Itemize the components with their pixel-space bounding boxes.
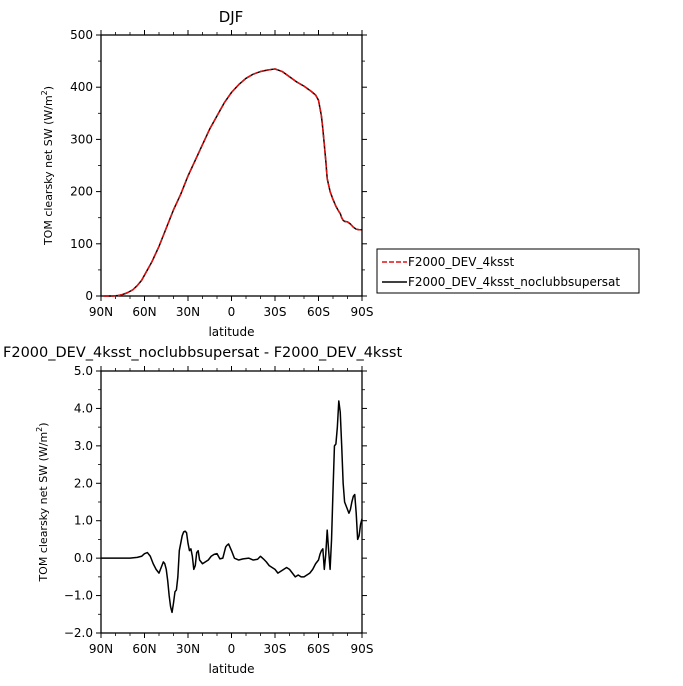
- x-tick-label: 30N: [176, 305, 200, 319]
- y-tick-label: 0: [85, 289, 93, 303]
- chart-title: F2000_DEV_4ksst_noclubbsupersat - F2000_…: [3, 345, 402, 361]
- y-tick-label: 3.0: [74, 439, 93, 453]
- y-axis-label-main: TOM clearsky net SW (W/m: [37, 432, 50, 583]
- y-tick-label: 400: [70, 80, 93, 94]
- y-tick-label: 100: [70, 237, 93, 251]
- x-tick-label: 60S: [307, 642, 330, 656]
- x-tick-label: 90S: [351, 642, 374, 656]
- x-tick-label: 30N: [176, 642, 200, 656]
- y-tick-label: 2.0: [74, 476, 93, 490]
- y-axis-label: TOM clearsky net SW (W/m2): [40, 86, 55, 246]
- chart-title: DJF: [219, 8, 244, 26]
- y-axis-label-main: TOM clearsky net SW (W/m: [42, 95, 55, 246]
- series-line-1: [101, 400, 363, 614]
- y-tick-label: −2.0: [64, 626, 93, 640]
- x-tick-label: 0: [228, 642, 236, 656]
- y-axis-label-end: ): [42, 86, 55, 90]
- plot-frame: [100, 34, 363, 297]
- legend-box: [376, 248, 640, 294]
- x-axis-label: latitude: [208, 325, 254, 339]
- x-tick-label: 90N: [89, 642, 113, 656]
- x-tick-label: 90N: [89, 305, 113, 319]
- y-axis-label-end: ): [37, 422, 50, 426]
- x-tick-label: 30S: [264, 305, 287, 319]
- y-tick-label: −1.0: [64, 589, 93, 603]
- y-axis-label-sup: 2: [40, 90, 49, 95]
- y-tick-label: 0.0: [74, 551, 93, 565]
- x-tick-label: 60S: [307, 305, 330, 319]
- y-tick-label: 300: [70, 132, 93, 146]
- y-tick-label: 5.0: [74, 364, 93, 378]
- y-axis-label-sup: 2: [35, 427, 44, 432]
- x-tick-label: 60N: [132, 642, 156, 656]
- x-tick-label: 0: [228, 305, 236, 319]
- x-axis-label: latitude: [208, 662, 254, 676]
- series-line-2: [103, 68, 362, 297]
- y-tick-label: 1.0: [74, 514, 93, 528]
- legend-label-1: F2000_DEV_4ksst: [408, 255, 515, 269]
- y-tick-label: 500: [70, 28, 93, 42]
- chart-panel-1: DJF 90N 60N 30N 0 30S 60S 90S 0 100 200 300 400 500 la…: [40, 8, 640, 339]
- legend-label-2: F2000_DEV_4ksst_noclubbsupersat: [408, 275, 620, 289]
- y-tick-label: 4.0: [74, 401, 93, 415]
- plot-frame: [100, 370, 363, 634]
- y-axis-label: TOM clearsky net SW (W/m2): [35, 422, 50, 582]
- x-tick-label: 90S: [351, 305, 374, 319]
- y-tick-label: 200: [70, 185, 93, 199]
- x-tick-label: 30S: [264, 642, 287, 656]
- series-line-1: [103, 68, 362, 297]
- legend: F2000_DEV_4ksst F2000_DEV_4ksst_noclubbsu…: [376, 248, 640, 294]
- chart-panel-2: F2000_DEV_4ksst_noclubbsupersat - F2000_…: [3, 345, 402, 676]
- x-tick-label: 60N: [132, 305, 156, 319]
